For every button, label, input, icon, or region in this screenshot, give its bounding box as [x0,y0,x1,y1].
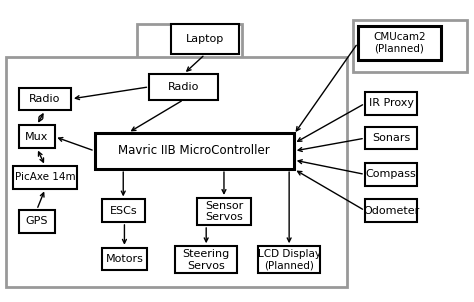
Bar [95,133,294,169]
Bar [6,57,347,287]
Bar [365,92,417,115]
Bar [365,163,417,186]
Text: Radio: Radio [168,82,200,92]
Bar [365,127,417,149]
Text: Laptop: Laptop [186,34,224,44]
Bar [137,24,242,116]
Bar [19,88,71,110]
Bar [175,246,237,273]
Bar [365,199,417,222]
Bar [102,199,145,222]
Text: Sensor
Servos: Sensor Servos [205,201,243,222]
Bar [258,246,320,273]
Text: LCD Display
(Planned): LCD Display (Planned) [258,249,320,271]
Text: Mavric IIB MicroController: Mavric IIB MicroController [118,144,270,158]
Bar [19,210,55,233]
Bar [13,166,77,189]
Text: Sonars: Sonars [372,133,410,143]
Text: Steering
Servos: Steering Servos [182,249,230,271]
Text: GPS: GPS [26,216,48,226]
Text: Odometer: Odometer [363,206,419,216]
Bar [358,26,441,60]
Text: Radio: Radio [29,94,61,104]
Text: Compass: Compass [365,169,417,179]
Bar [353,20,467,72]
Bar [102,248,147,270]
Text: Mux: Mux [25,132,48,142]
Text: IR Proxy: IR Proxy [369,98,413,108]
Text: Motors: Motors [106,254,143,264]
Bar [197,198,251,225]
Text: PicAxe 14m: PicAxe 14m [15,172,75,182]
Text: CMUcam2
(Planned): CMUcam2 (Planned) [373,32,426,54]
Text: ESCs: ESCs [109,206,137,216]
Bar [149,74,218,100]
Bar [19,125,55,148]
Bar [171,24,239,54]
